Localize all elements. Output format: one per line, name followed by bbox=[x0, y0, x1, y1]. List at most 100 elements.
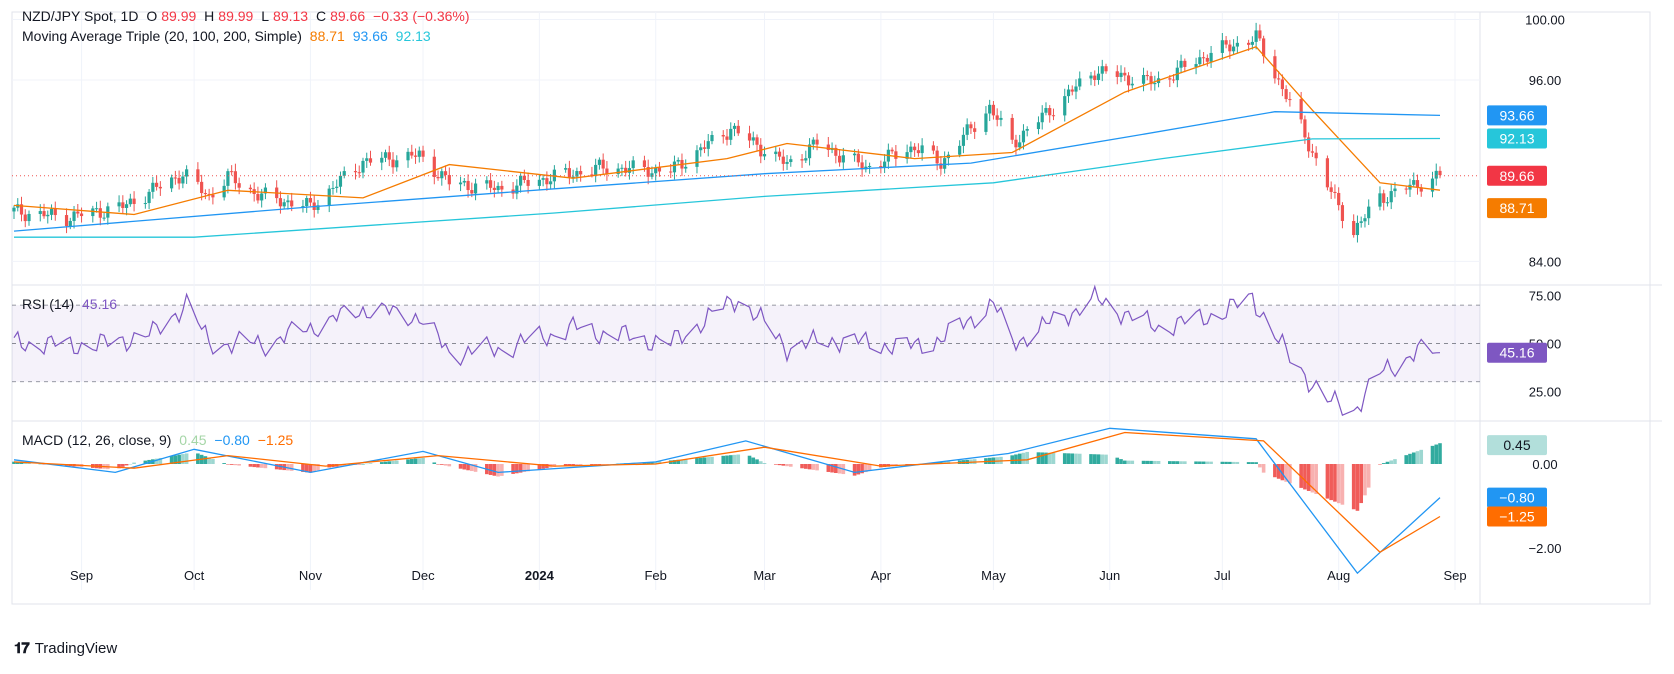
macd-histogram-bar bbox=[804, 464, 808, 469]
time-axis-label: Aug bbox=[1327, 568, 1350, 583]
rsi-legend: RSI (14) 45.16 bbox=[22, 296, 121, 312]
macd-histogram-bar bbox=[42, 464, 46, 465]
macd-histogram-bar bbox=[23, 462, 28, 464]
candle-body bbox=[1115, 71, 1119, 77]
candle-body bbox=[702, 147, 707, 149]
macd-histogram-bar bbox=[1010, 455, 1014, 464]
macd-histogram-bar bbox=[361, 464, 365, 465]
candle-body bbox=[38, 211, 42, 214]
candle-body bbox=[1393, 188, 1397, 192]
candle-body bbox=[672, 161, 677, 173]
macd-histogram-bar bbox=[470, 464, 474, 472]
macd-histogram-bar bbox=[1062, 453, 1067, 464]
candle-body bbox=[811, 139, 815, 145]
macd-histogram-bar bbox=[473, 464, 478, 472]
macd-histogram-bar bbox=[830, 464, 834, 473]
macd-histogram-bar bbox=[522, 464, 527, 472]
macd-histogram-bar bbox=[1378, 464, 1382, 465]
time-axis-label: Dec bbox=[411, 568, 435, 583]
candle-body bbox=[736, 125, 740, 134]
high-label: H bbox=[204, 8, 215, 24]
ma100-badge-label: 93.66 bbox=[1499, 107, 1534, 123]
rsi-title: RSI (14) bbox=[22, 296, 75, 312]
candle-body bbox=[1359, 221, 1363, 223]
candle-body bbox=[79, 213, 84, 217]
macd-histogram-bar bbox=[867, 464, 872, 471]
candle-body bbox=[1367, 206, 1371, 219]
candle-body bbox=[747, 133, 752, 141]
macd-histogram-bar bbox=[1393, 459, 1397, 464]
macd-histogram-bar bbox=[38, 463, 43, 465]
candle-body bbox=[12, 207, 16, 212]
tradingview-logo-icon: 𝟏𝟕 bbox=[14, 640, 30, 657]
candle-body bbox=[526, 179, 530, 186]
candle-body bbox=[1325, 158, 1330, 188]
candle-body bbox=[616, 168, 620, 175]
macd-histogram-bar bbox=[1198, 461, 1202, 464]
candle-body bbox=[1355, 222, 1360, 236]
macd-histogram-bar bbox=[417, 458, 422, 464]
macd-histogram-bar bbox=[698, 457, 703, 464]
candle-body bbox=[248, 187, 253, 190]
candle-body bbox=[601, 159, 605, 169]
candle-body bbox=[335, 186, 339, 188]
macd-histogram-bar bbox=[597, 464, 602, 465]
candle-body bbox=[699, 147, 703, 151]
tradingview-brand[interactable]: 𝟏𝟕 TradingView bbox=[14, 640, 117, 657]
candle-body bbox=[1389, 191, 1393, 203]
macd-histogram-bar bbox=[304, 464, 309, 473]
candle-body bbox=[995, 115, 999, 120]
time-axis-label: Nov bbox=[299, 568, 323, 583]
macd-histogram-bar bbox=[1104, 454, 1108, 464]
candle-body bbox=[883, 161, 887, 168]
macd-histogram-bar bbox=[721, 455, 726, 464]
candle-body bbox=[1277, 78, 1281, 80]
candle-body bbox=[1404, 188, 1408, 190]
candle-body bbox=[789, 159, 793, 163]
candle-body bbox=[1078, 78, 1082, 87]
macd-histogram-bar bbox=[578, 464, 583, 466]
candle-body bbox=[458, 182, 463, 185]
macd-histogram-bar bbox=[1201, 461, 1206, 464]
macd-histogram-bar bbox=[1306, 464, 1311, 491]
macd-histogram-bar bbox=[432, 462, 437, 464]
candle-body bbox=[121, 202, 125, 208]
candle-body bbox=[1333, 191, 1337, 193]
candle-body bbox=[331, 187, 335, 189]
candle-body bbox=[124, 204, 129, 208]
candle-body bbox=[1153, 83, 1157, 85]
macd-histogram-bar bbox=[1179, 461, 1183, 464]
candle-body bbox=[1096, 73, 1101, 80]
candle-body bbox=[725, 136, 729, 140]
candle-body bbox=[421, 150, 425, 157]
macd-histogram-bar bbox=[158, 457, 163, 464]
rsi-legend-value: 45.16 bbox=[82, 296, 118, 312]
macd-histogram-bar bbox=[864, 464, 868, 473]
macd-histogram-bar bbox=[1077, 453, 1082, 464]
candle-body bbox=[1385, 202, 1390, 204]
last-price-badge bbox=[1487, 165, 1547, 186]
candle-body bbox=[338, 175, 343, 187]
macd-histogram-bar bbox=[1145, 460, 1150, 464]
candle-body bbox=[23, 214, 27, 222]
macd-histogram-bar bbox=[1258, 464, 1262, 468]
macd-histogram-bar bbox=[1303, 464, 1307, 490]
candle-body bbox=[943, 158, 947, 169]
time-axis-label: Oct bbox=[184, 568, 205, 583]
macd-histogram-bar bbox=[173, 455, 178, 464]
candle-body bbox=[594, 164, 598, 175]
macd-histogram-bar bbox=[1284, 464, 1288, 482]
macd-histogram-bar bbox=[1366, 464, 1371, 488]
candle-body bbox=[1051, 115, 1056, 117]
candle-body bbox=[233, 171, 238, 184]
candle-body bbox=[826, 144, 830, 150]
open-label: O bbox=[146, 8, 158, 24]
candle-body bbox=[1438, 170, 1442, 176]
candle-body bbox=[132, 198, 136, 204]
ma100-value: 93.66 bbox=[352, 28, 388, 44]
candle-body bbox=[931, 145, 935, 151]
candle-body bbox=[466, 180, 470, 191]
candle-body bbox=[961, 134, 966, 146]
